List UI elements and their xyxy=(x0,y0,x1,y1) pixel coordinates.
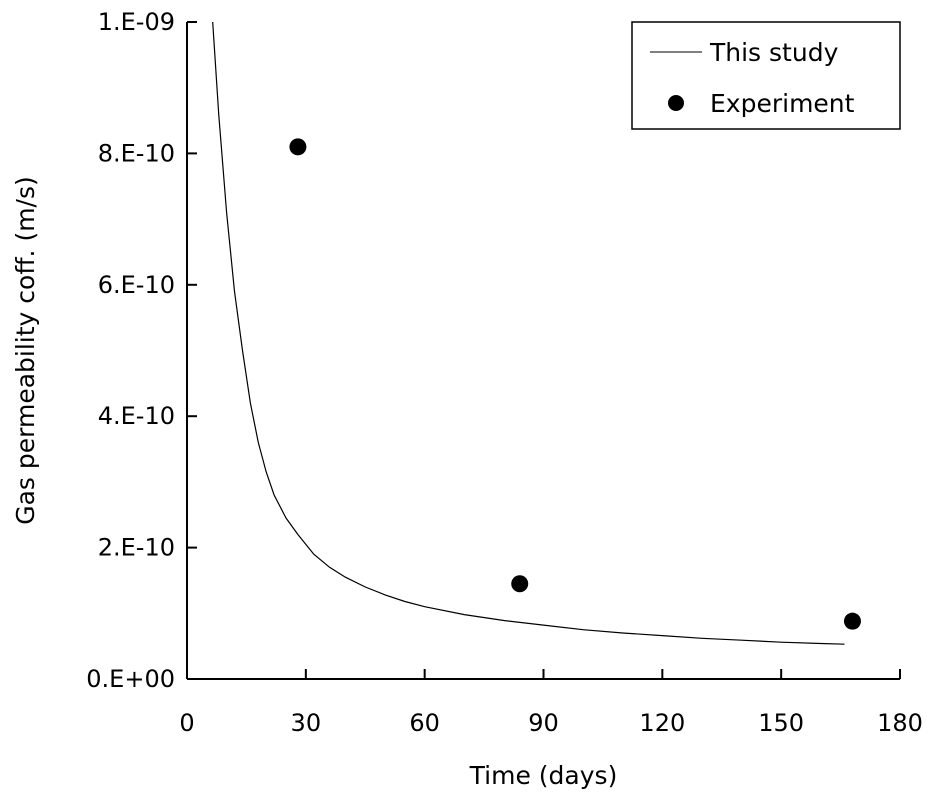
x-axis-title: Time (days) xyxy=(469,761,618,790)
y-tick-label: 1.E-09 xyxy=(98,8,175,36)
y-tick-label: 2.E-10 xyxy=(98,534,175,562)
data-point-experiment xyxy=(289,138,307,156)
legend-label-experiment: Experiment xyxy=(710,89,855,118)
legend: This study Experiment xyxy=(631,21,901,130)
x-tick-label: 90 xyxy=(528,709,559,737)
legend-marker-swatch xyxy=(668,95,684,111)
y-tick-label: 0.E+00 xyxy=(86,665,175,693)
data-point-experiment xyxy=(843,612,861,630)
legend-box xyxy=(631,21,901,130)
x-tick-label: 60 xyxy=(409,709,440,737)
y-tick-label: 8.E-10 xyxy=(98,139,175,167)
data-point-experiment xyxy=(511,575,529,593)
axis-layer: 0.E+00 2.E-10 4.E-10 6.E-10 8.E-10 1.E-09 0 30 6… xyxy=(86,8,923,737)
x-tick-label: 30 xyxy=(291,709,322,737)
x-tick-label: 120 xyxy=(639,709,685,737)
y-axis-title: Gas permeability coff. (m/s) xyxy=(11,176,40,525)
x-tick-label: 150 xyxy=(758,709,804,737)
series-line-this-study xyxy=(212,21,845,645)
y-tick-label: 6.E-10 xyxy=(98,271,175,299)
x-tick-label: 180 xyxy=(877,709,923,737)
x-tick-label: 0 xyxy=(179,709,194,737)
y-tick-label: 4.E-10 xyxy=(98,402,175,430)
legend-label-this-study: This study xyxy=(709,38,839,67)
plot-layer xyxy=(212,21,861,645)
